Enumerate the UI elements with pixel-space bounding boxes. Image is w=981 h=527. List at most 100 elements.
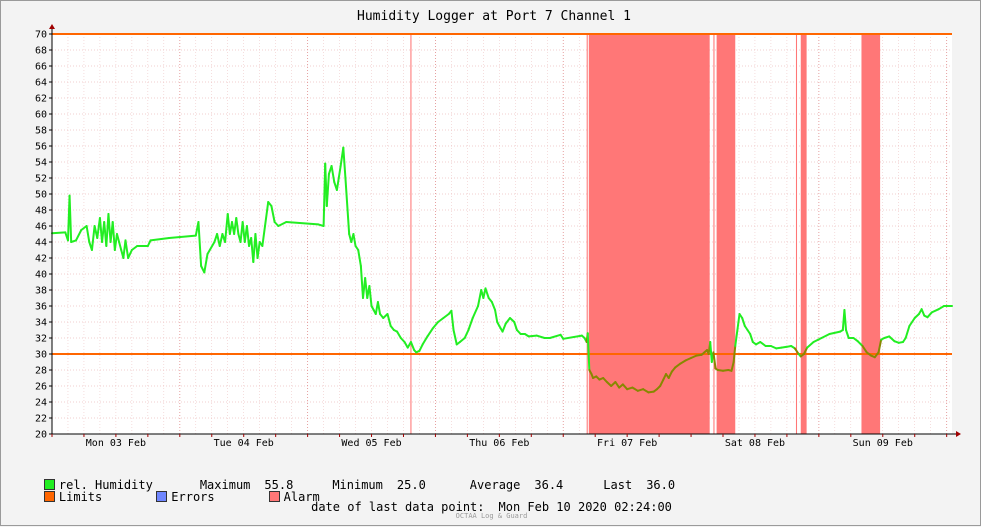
y-tick-label: 40 — [35, 270, 47, 281]
legend-maximum-label: Maximum — [199, 478, 251, 492]
y-tick-label: 36 — [35, 302, 47, 313]
humidity-line-segment — [51, 231, 67, 235]
legend-minimum-value: 25.0 — [396, 478, 426, 492]
limits-swatch — [43, 491, 55, 502]
last-point-label: date of last data point: — [311, 500, 485, 514]
y-tick-label: 54 — [35, 158, 47, 169]
humidity-line-segment — [937, 305, 946, 311]
humidity-line-segment — [845, 329, 850, 339]
alarm-band — [800, 34, 807, 434]
humidity-line-segment — [85, 225, 91, 243]
y-tick-label: 24 — [35, 398, 47, 409]
x-axis-arrow — [956, 431, 961, 437]
humidity-line-segment — [342, 146, 347, 179]
x-tick-label: Thu 06 Feb — [469, 438, 529, 449]
humidity-line-segment — [527, 334, 538, 338]
humidity-line-segment — [325, 173, 330, 207]
y-tick-label: 22 — [35, 414, 47, 425]
humidity-line-segment — [749, 333, 754, 343]
y-tick-label: 44 — [35, 238, 47, 249]
humidity-line-segment — [535, 334, 546, 339]
humidity-line-segment — [631, 386, 639, 392]
y-tick-labels: 20 22 24 26 28 30 32 34 36 38 40 42 44 46 48 50 52 54 56 58… — [35, 30, 47, 441]
humidity-line-segment — [264, 201, 270, 227]
humidity-line-segment — [494, 309, 499, 323]
humidity-line-segment — [285, 221, 320, 226]
humidity-line-segment — [450, 309, 455, 331]
humidity-line-segment — [357, 249, 362, 267]
humidity-line-segment — [484, 287, 490, 299]
y-tick-label: 30 — [35, 350, 47, 361]
humidity-line-segment — [335, 165, 342, 191]
humidity-line-segment — [908, 317, 916, 327]
humidity-line-segment — [218, 233, 224, 247]
humidity-line-segment — [368, 285, 373, 307]
humidity-line-segment — [467, 317, 474, 331]
humidity-line-segment — [734, 329, 739, 347]
x-tick-label: Sun 09 Feb — [853, 438, 913, 449]
alarm-swatch — [268, 491, 280, 502]
humidity-line-segment — [471, 305, 480, 319]
y-tick-label: 34 — [35, 318, 47, 329]
y-tick-label: 58 — [35, 126, 47, 137]
humidity-line-segment — [504, 317, 511, 325]
last-point-value: Mon Feb 10 2020 02:24:00 — [498, 500, 672, 514]
humidity-line-segment — [74, 229, 83, 242]
humidity-line-segment — [812, 337, 823, 343]
humidity-line-segment — [856, 340, 864, 347]
humidity-line-segment — [674, 362, 682, 369]
axes — [49, 24, 961, 437]
y-tick-label: 64 — [35, 78, 47, 89]
humidity-line-segment — [431, 321, 440, 330]
legend-limits-label: Limits — [58, 490, 103, 504]
humidity-line-segment — [477, 289, 483, 307]
humidity-line-segment — [346, 209, 351, 235]
humidity-line-segment — [562, 334, 583, 340]
legend-average-value: 36.4 — [534, 478, 564, 492]
y-axis-arrow — [49, 24, 55, 29]
humidity-line-segment — [888, 335, 896, 343]
humidity-line-segment — [614, 381, 621, 389]
humidity-line-segment — [843, 309, 848, 331]
humidity-line-segment — [113, 233, 118, 251]
plot-area — [52, 34, 952, 434]
y-tick-label: 62 — [35, 94, 47, 105]
humidity-line-segment — [736, 313, 741, 331]
series-lines — [51, 146, 953, 394]
humidity-line-segment — [421, 335, 429, 346]
humidity-line-segment — [586, 332, 591, 371]
humidity-line-segment — [802, 346, 809, 355]
alarm-band — [795, 34, 798, 434]
y-tick-label: 20 — [35, 430, 47, 441]
legend-alarm-label: Alarm — [283, 490, 320, 504]
x-tick-label: Wed 05 Feb — [341, 438, 401, 449]
humidity-line-segment — [513, 321, 518, 331]
humidity-line-segment — [352, 233, 357, 247]
humidity-line-segment — [667, 370, 673, 379]
humidity-line-segment — [820, 333, 831, 339]
humidity-line-segment — [930, 308, 940, 314]
y-tick-label: 26 — [35, 382, 47, 393]
legend-minimum-label: Minimum — [332, 478, 383, 492]
legend-errors-label: Errors — [171, 490, 215, 504]
y-tick-label: 42 — [35, 254, 47, 265]
humidity-line-segment — [344, 177, 349, 211]
humidity-line-segment — [712, 351, 717, 370]
humidity-line-segment — [245, 225, 251, 247]
humidity-line-segment — [877, 338, 883, 354]
y-tick-label: 70 — [35, 30, 47, 41]
y-tick-label: 66 — [35, 62, 47, 73]
alarm-band — [410, 34, 412, 434]
humidity-line-segment — [659, 378, 665, 387]
legend-last-label: Last — [603, 478, 633, 492]
alarm-band — [861, 34, 881, 434]
alarm-band — [716, 34, 736, 434]
humidity-line-segment — [124, 239, 130, 259]
x-tick-label: Tue 04 Feb — [214, 438, 274, 449]
humidity-line-segment — [548, 333, 562, 339]
chart-title: Humidity Logger at Port 7 Channel 1 — [357, 9, 631, 24]
y-tick-label: 32 — [35, 334, 47, 345]
y-tick-label: 46 — [35, 222, 47, 233]
x-tick-label: Mon 03 Feb — [86, 438, 146, 449]
